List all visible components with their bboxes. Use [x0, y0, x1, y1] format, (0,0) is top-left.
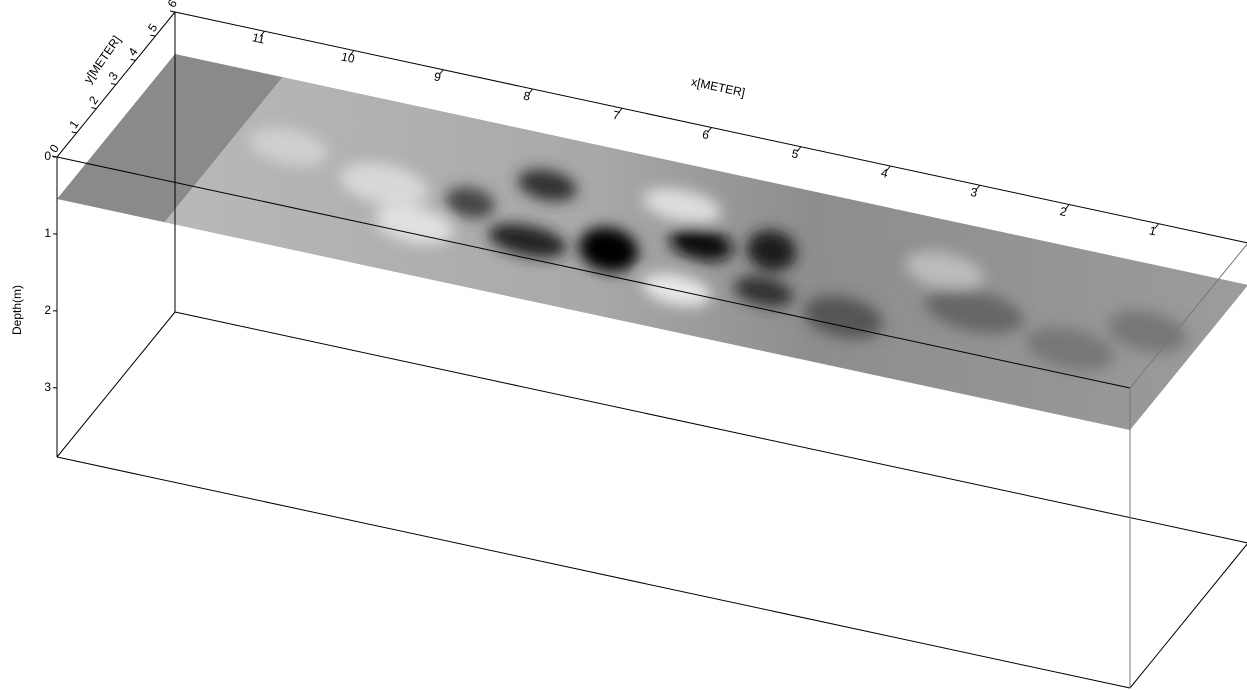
box-edge [1130, 543, 1247, 688]
z-tick-label: 3 [44, 380, 51, 394]
box-edge [57, 457, 1130, 688]
y-tick-label: 6 [165, 0, 180, 10]
x-tick-label: 2 [1059, 204, 1069, 219]
z-tick-label: 2 [44, 303, 51, 317]
chart: 123456789101101234560123 x[METER] y[METE… [0, 0, 1247, 690]
x-tick-label: 10 [340, 49, 356, 66]
z-axis-label: Depth(m) [10, 285, 24, 335]
y-tick [91, 108, 96, 109]
z-tick-label: 1 [44, 226, 51, 240]
y-tick [170, 11, 175, 12]
x-tick-label: 6 [701, 127, 711, 142]
x-axis-label: x[METER] [690, 75, 746, 100]
y-tick [131, 59, 136, 60]
x-tick-label: 1 [1148, 223, 1158, 238]
x-tick-label: 7 [612, 108, 622, 123]
y-tick [72, 132, 77, 133]
y-tick [111, 84, 116, 85]
x-tick-label: 9 [433, 69, 443, 84]
z-tick-label: 0 [44, 149, 51, 163]
x-tick-label: 5 [790, 146, 800, 161]
y-tick [150, 35, 155, 36]
x-tick-label: 4 [880, 166, 890, 181]
x-tick-label: 11 [251, 30, 266, 46]
x-tick-label: 3 [969, 185, 979, 200]
slice-image [57, 54, 1247, 430]
x-tick-label: 8 [522, 89, 532, 104]
box-edge [57, 312, 175, 457]
